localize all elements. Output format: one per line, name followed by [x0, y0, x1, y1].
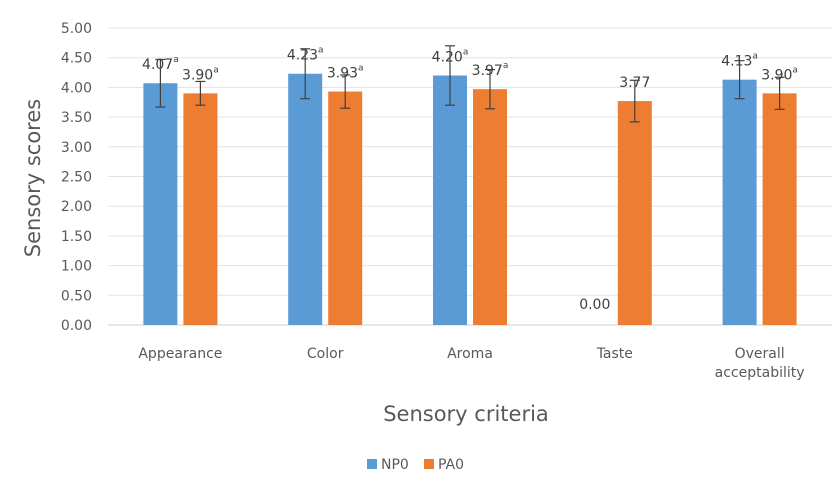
data-label: 4.20a — [432, 48, 469, 66]
bar-np0 — [722, 79, 757, 325]
data-label: 3.97a — [472, 61, 509, 79]
x-category-label: Aroma — [447, 346, 493, 362]
x-category-label: Taste — [596, 346, 633, 362]
legend-swatch-pa0 — [424, 459, 434, 469]
data-label-superscript: a — [752, 52, 758, 62]
y-tick-label: 1.00 — [61, 259, 92, 275]
data-label-value: 0.00 — [579, 297, 610, 313]
bar-np0 — [143, 83, 178, 325]
legend-label-np0: NP0 — [381, 457, 409, 473]
y-tick-label: 2.50 — [61, 170, 92, 186]
error-bars — [155, 45, 785, 123]
x-category-label-line: acceptability — [715, 365, 805, 381]
legend-swatch-np0 — [367, 459, 377, 469]
data-label: 4.13a — [721, 52, 758, 70]
data-label-value: 3.90 — [182, 67, 213, 83]
x-category-label-line: Color — [307, 346, 344, 362]
data-label-superscript: a — [318, 46, 324, 56]
data-label: 4.07a — [142, 55, 179, 73]
data-label-value: 4.07 — [142, 57, 173, 73]
data-label: 3.77 — [619, 75, 650, 91]
data-label-superscript: a — [503, 61, 509, 71]
data-label-superscript: a — [358, 64, 364, 74]
y-tick-label: 2.00 — [61, 199, 92, 215]
y-tick-label: 4.00 — [61, 80, 92, 96]
bar-pa0 — [328, 91, 363, 325]
bar-pa0 — [183, 93, 218, 325]
x-category-label: Color — [307, 346, 344, 362]
y-tick-label: 0.00 — [61, 318, 92, 334]
x-axis-title: Sensory criteria — [383, 402, 549, 426]
x-category-label: Appearance — [138, 346, 222, 362]
data-label-superscript: a — [463, 48, 469, 58]
data-label: 3.90a — [761, 65, 798, 83]
data-label-value: 4.20 — [432, 50, 463, 66]
data-label: 0.00 — [579, 297, 610, 313]
gridlines — [108, 27, 832, 326]
x-category-label-line: Overall — [735, 346, 785, 362]
bar-pa0 — [617, 101, 652, 325]
data-label-value: 3.97 — [472, 63, 503, 79]
y-tick-label: 4.50 — [61, 51, 92, 67]
data-label-superscript: a — [213, 65, 219, 75]
data-labels: 4.07a3.90a4.23a3.93a4.20a3.97a0.003.774.… — [142, 46, 798, 313]
legend: NP0 PA0 — [367, 457, 464, 473]
data-label: 4.23a — [287, 46, 324, 64]
data-label-superscript: a — [173, 55, 179, 65]
data-label-value: 3.77 — [619, 75, 650, 91]
data-label-superscript: a — [792, 65, 798, 75]
y-tick-label: 3.00 — [61, 140, 92, 156]
y-tick-label: 5.00 — [61, 21, 92, 37]
y-axis-title: Sensory scores — [21, 99, 45, 257]
x-category-label: Overall acceptability — [715, 346, 805, 381]
bar-pa0 — [762, 93, 797, 325]
bars — [143, 73, 797, 326]
data-label-value: 3.93 — [327, 66, 358, 82]
data-label-value: 3.90 — [761, 67, 792, 83]
x-category-label-line: Aroma — [447, 346, 493, 362]
legend-label-pa0: PA0 — [438, 457, 464, 473]
data-label: 3.90a — [182, 65, 219, 83]
data-label-value: 4.13 — [721, 54, 752, 70]
bar-pa0 — [473, 89, 507, 325]
data-label-value: 4.23 — [287, 48, 318, 64]
bar-np0 — [288, 73, 323, 325]
y-tick-label: 1.50 — [61, 229, 92, 245]
y-tick-label: 0.50 — [61, 288, 92, 304]
x-category-label-line: Appearance — [138, 346, 222, 362]
data-label: 3.93a — [327, 64, 364, 82]
y-tick-label: 3.50 — [61, 110, 92, 126]
y-axis-ticks: 0.00 0.50 1.00 1.50 2.00 2.50 3.00 3.50 4.00 4.50… — [61, 21, 92, 334]
x-category-label-line: Taste — [596, 346, 633, 362]
bar-np0 — [433, 75, 467, 326]
x-axis-categories: Appearance Color Aroma Taste Overall acceptab… — [138, 346, 804, 381]
